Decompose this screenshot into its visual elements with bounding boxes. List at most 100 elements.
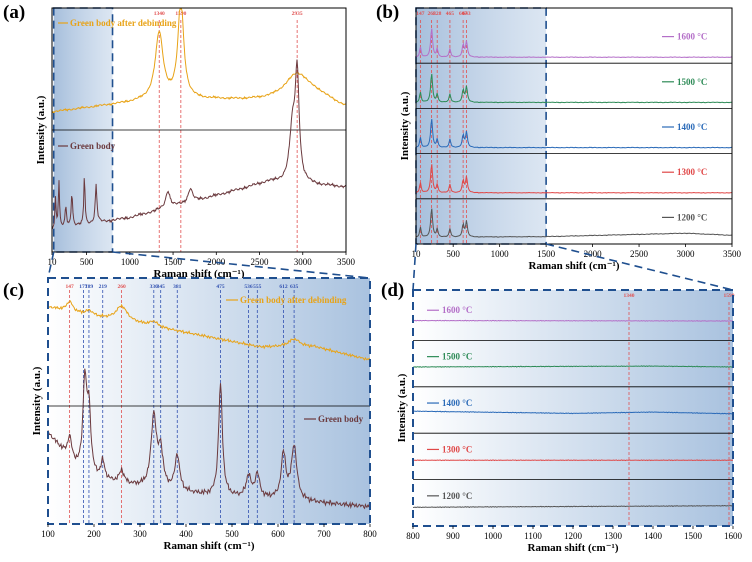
x-axis-label: Raman shift (cm⁻¹) [529,260,620,272]
peak-label: 219 [99,284,108,290]
legend-label-debinded: Green body after debinding [240,295,347,305]
x-tick-label: 3000 [677,249,696,259]
x-tick-label: 800 [363,529,377,539]
x-tick-label: 1100 [524,531,542,541]
x-axis-label: Raman shift (cm⁻¹) [528,542,619,554]
x-tick-label: 3000 [294,257,313,267]
zoom-line-right [112,251,371,279]
peak-label: 1590 [724,293,735,299]
x-tick-label: 1500 [684,531,703,541]
panel-label-b: (b) [376,2,399,23]
peak-label: 268 [427,11,436,17]
x-tick-label: 700 [317,529,331,539]
legend-label-green-body: Green body [318,414,364,424]
x-axis: 100 200 300 400 500 600 700 800 [41,524,377,539]
x-tick-label: 3500 [723,249,742,259]
panel-d: 1340 1590 1600 °C 1500 °C 1400 °C 1300 °C 1200… [396,289,743,554]
series-line-1 [412,365,734,368]
zoom-line-left [412,243,417,291]
legend-label-temp: 1200 °C [677,212,707,222]
series-line-green-body [51,59,347,230]
panel-label-c: (c) [3,280,24,301]
x-tick-label: 2000 [584,249,603,259]
series-line-0 [412,319,734,322]
y-axis-label: Intensity (a.u.) [399,91,411,160]
x-tick-label: 200 [87,529,101,539]
x-tick-label: 10 [48,257,58,267]
x-tick-label: 300 [133,529,147,539]
x-tick-label: 500 [225,529,239,539]
x-tick-label: 400 [179,529,193,539]
peak-label: 1340 [154,11,165,17]
x-tick-label: 2500 [251,257,270,267]
x-tick-label: 900 [446,531,460,541]
x-tick-label: 100 [41,529,55,539]
highlight-region [416,8,547,244]
legend-label-temp: 1400 °C [677,122,707,132]
x-tick-label: 1200 [564,531,583,541]
series-line-2 [412,410,734,415]
zoom-connector-lines [47,243,734,291]
peak-label: 475 [216,284,225,290]
legend-label-green-body: Green body [70,141,116,151]
plot-frame [47,277,371,525]
plot-frame [415,7,733,245]
y-axis-label: Intensity (a.u.) [35,95,47,164]
peak-label: 555 [253,284,262,290]
legend-label-debinded: Green body after debinding [70,18,177,28]
peak-label: 328 [433,11,442,17]
peak-label: 177 [79,284,88,290]
peak-label: 381 [173,284,182,290]
peak-label: 330 [150,284,159,290]
peak-label: 612 [279,284,288,290]
peak-label: 260 [117,284,126,290]
x-axis-label: Raman shift (cm⁻¹) [164,540,255,552]
panel-label-a: (a) [3,2,25,23]
x-tick-label: 2500 [630,249,649,259]
peak-label: 2935 [292,11,303,17]
y-axis-label: Intensity (a.u.) [31,366,43,435]
x-tick-label: 1400 [644,531,663,541]
x-tick-label: 1500 [537,249,556,259]
x-tick-label: 500 [80,257,94,267]
series-line-green-body [47,368,371,510]
legend-label-temp: 1600 °C [677,32,707,42]
x-tick-label: 3500 [337,257,356,267]
series-line-4 [415,208,732,238]
peak-label: 189 [85,284,94,290]
peak-label: 607 [459,11,468,17]
series-line-2 [415,119,732,149]
panel-label-d: (d) [381,280,404,301]
series-line-4 [412,504,734,509]
legend-label-temp: 1200 °C [442,491,472,501]
peak-label: 1590 [175,11,186,17]
x-tick-label: 1000 [491,249,510,259]
panel-a: 1340 1590 2935 Green body after debinding Gr… [35,7,356,280]
plot-background [413,290,733,526]
plot-background [48,278,370,524]
peak-label: 635 [290,284,299,290]
legend-label-temp: 1500 °C [677,77,707,87]
series-line-debinded [51,8,347,114]
x-tick-label: 1600 [724,531,743,541]
x-axis: 800 900 1000 1100 1200 1300 1400 1500 1600 [406,526,743,541]
x-tick-label: 1300 [604,531,623,541]
series-line-3 [415,164,732,194]
x-tick-label: 10 [412,249,422,259]
series-line-0 [415,28,732,59]
legend-label-temp: 1300 °C [442,444,472,454]
series-line-1 [415,73,732,104]
x-tick-label: 1500 [164,257,183,267]
y-axis-label: Intensity (a.u.) [396,373,408,442]
plot-frame [51,7,347,253]
peak-label: 1340 [624,293,635,299]
legend-label-temp: 1600 °C [442,305,472,315]
series-line-3 [412,459,734,462]
x-tick-label: 800 [406,531,420,541]
peak-label: 465 [446,11,455,17]
